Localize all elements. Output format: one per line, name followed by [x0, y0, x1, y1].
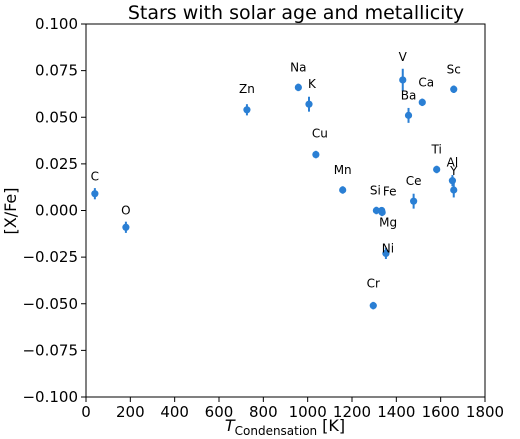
x-tick-label: 1200: [333, 403, 371, 421]
x-tick-label: 200: [116, 403, 145, 421]
point-label: Sc: [447, 62, 461, 76]
data-point-o: O: [121, 203, 131, 233]
point-label: Si: [370, 184, 381, 198]
point-marker: [382, 249, 390, 257]
y-tick-label: 0.100: [35, 15, 78, 33]
y-axis: −0.100 −0.075 −0.050 −0.025 0.000 0.025 0.050 0…: [22, 15, 86, 406]
data-point-al: Al: [447, 156, 459, 187]
y-tick-label: 0.050: [35, 108, 78, 126]
y-tick-label: −0.075: [22, 341, 78, 359]
point-label: Y: [449, 164, 458, 178]
data-point-cr: Cr: [367, 277, 380, 310]
x-axis: 0 200 400 600 800 1000 1200 1400 1600 1800: [81, 397, 504, 421]
point-label: Ce: [406, 174, 422, 188]
data-point-v: V: [399, 50, 408, 92]
data-point-ni: Ni: [382, 241, 394, 259]
point-marker: [450, 186, 458, 194]
point-marker: [372, 206, 380, 215]
chart-title: Stars with solar age and metallicity: [128, 2, 464, 24]
data-point-zn: Zn: [239, 82, 255, 116]
y-axis-title: [X/Fe]: [1, 187, 20, 234]
y-tick-label: −0.025: [22, 248, 78, 266]
point-marker: [399, 76, 407, 84]
point-marker: [433, 165, 441, 174]
x-tick-label: 800: [249, 403, 278, 421]
point-label: K: [308, 77, 317, 91]
x-axis-subscript: Condensation: [235, 424, 318, 438]
point-label: Al: [447, 156, 459, 170]
x-tick-label: 1000: [289, 403, 327, 421]
point-label: Ni: [382, 241, 394, 255]
data-point-k: K: [305, 77, 317, 112]
point-label: Mg: [379, 215, 397, 229]
data-point-ba: Ba: [401, 88, 417, 123]
data-point-c: C: [91, 170, 99, 200]
point-label: O: [121, 203, 130, 217]
point-marker: [369, 302, 377, 310]
point-label: Ca: [418, 75, 434, 89]
point-marker: [410, 197, 418, 205]
point-marker: [418, 98, 426, 106]
data-points: C O Zn NaK Cu Mn Cr Si Fe Mg Ni V Ba Ce Ca Ti AlY Sc: [91, 50, 461, 310]
y-tick-label: −0.050: [22, 295, 78, 313]
x-tick-label: 600: [205, 403, 234, 421]
point-marker: [448, 177, 457, 185]
point-marker: [294, 83, 302, 92]
point-label: C: [91, 170, 99, 184]
point-label: Na: [290, 60, 306, 74]
data-point-ca: Ca: [418, 75, 434, 107]
x-tick-label: 400: [160, 403, 189, 421]
y-tick-label: 0.075: [35, 62, 78, 80]
data-point-ti: Ti: [431, 142, 442, 174]
y-tick-label: 0.025: [35, 155, 78, 173]
x-axis-title: TCondensation [K]: [225, 416, 345, 438]
data-point-mg: Mg: [378, 208, 397, 229]
point-marker: [305, 100, 313, 108]
data-point-sc: Sc: [447, 62, 461, 94]
point-marker: [312, 150, 320, 159]
point-label: Ti: [431, 142, 442, 156]
point-marker: [91, 190, 99, 198]
x-axis-unit: [K]: [322, 416, 345, 435]
data-point-mn: Mn: [334, 163, 352, 194]
point-label: Fe: [383, 185, 397, 199]
x-axis-symbol: T: [225, 416, 236, 435]
x-tick-label: 1600: [422, 403, 460, 421]
data-point-si: Si: [370, 184, 381, 215]
point-marker: [378, 208, 386, 216]
point-marker: [339, 186, 347, 194]
x-tick-label: 0: [81, 403, 91, 421]
point-label: Cu: [312, 127, 328, 141]
data-point-na: Na: [290, 60, 307, 92]
x-tick-label: 1800: [466, 403, 504, 421]
point-marker: [404, 111, 413, 119]
point-marker: [450, 85, 458, 93]
x-tick-label: 1400: [377, 403, 415, 421]
data-point-y: Y: [449, 164, 458, 198]
point-label: Cr: [367, 277, 380, 291]
point-marker: [243, 106, 251, 114]
point-label: Zn: [239, 82, 255, 96]
data-point-ce: Ce: [406, 174, 422, 209]
y-tick-label: 0.000: [35, 202, 78, 220]
data-point-cu: Cu: [312, 127, 328, 159]
point-label: Ba: [401, 88, 417, 102]
y-tick-label: −0.100: [22, 388, 78, 406]
point-marker: [122, 223, 130, 231]
point-label: V: [399, 50, 408, 64]
point-label: Mn: [334, 163, 352, 177]
